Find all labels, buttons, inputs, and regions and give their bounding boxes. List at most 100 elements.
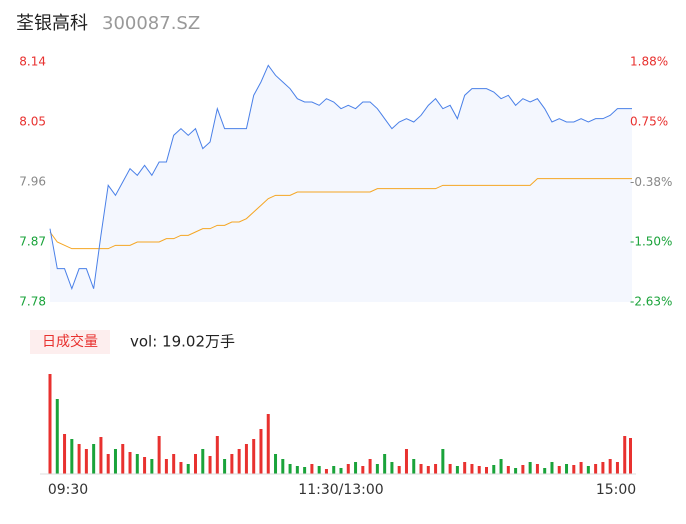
volume-bar: [339, 468, 343, 474]
volume-bar: [48, 374, 52, 474]
volume-bar: [143, 457, 147, 474]
y2-tick-label: 1.88%: [630, 55, 668, 69]
volume-bar: [383, 454, 387, 474]
volume-bar: [208, 456, 212, 474]
volume-bar: [499, 459, 503, 474]
volume-bar: [434, 464, 438, 474]
price-area: [50, 65, 632, 302]
volume-bar: [295, 466, 299, 474]
volume-bar: [164, 459, 168, 474]
volume-bar: [390, 462, 394, 474]
y-tick-label: 7.78: [19, 295, 46, 309]
volume-bar: [463, 462, 467, 474]
volume-bar: [186, 464, 190, 474]
y-tick-label: 8.14: [19, 55, 46, 69]
volume-bar: [477, 466, 481, 474]
volume-bar: [135, 454, 139, 474]
volume-bar: [521, 465, 525, 474]
volume-bar: [565, 464, 569, 474]
volume-bar: [310, 464, 314, 474]
volume-bar: [84, 449, 88, 474]
volume-bar: [404, 449, 408, 474]
volume-bar: [506, 466, 510, 474]
volume-bar: [455, 466, 459, 474]
y2-tick-label: 0.75%: [630, 115, 668, 129]
volume-bar: [557, 466, 561, 474]
volume-bar: [324, 469, 328, 474]
y2-tick-label: -2.63%: [630, 295, 672, 309]
volume-bar: [412, 459, 416, 474]
volume-bar: [274, 454, 278, 474]
volume-bar: [150, 459, 154, 474]
volume-bar: [55, 399, 59, 474]
volume-bar: [346, 464, 350, 474]
volume-bar: [172, 454, 176, 474]
volume-bar: [121, 444, 125, 474]
series-line: [49, 178, 632, 250]
x-tick-label: 15:00: [596, 482, 636, 498]
volume-bar: [514, 468, 518, 474]
x-tick-label: 09:30: [48, 482, 88, 498]
volume-bar: [303, 467, 307, 474]
volume-bar: [201, 449, 205, 474]
volume-bar: [179, 462, 183, 474]
volume-bar: [106, 454, 110, 474]
volume-bar: [426, 466, 430, 474]
volume-bar: [332, 466, 336, 474]
volume-bar: [244, 444, 248, 474]
volume-bar: [623, 436, 627, 474]
volume-bar: [99, 437, 103, 474]
volume-bar: [288, 464, 292, 474]
volume-bar: [77, 444, 81, 474]
volume-bar: [608, 459, 612, 474]
volume-bar: [63, 434, 67, 474]
volume-bar: [215, 436, 219, 474]
volume-bar: [266, 414, 270, 474]
volume-bar: [317, 466, 321, 474]
volume-bar: [281, 459, 285, 474]
volume-bar: [230, 454, 234, 474]
volume-bar: [70, 439, 74, 474]
volume-bar: [441, 449, 445, 474]
volume-bar: [375, 464, 379, 474]
volume-bar: [113, 449, 117, 474]
volume-bar: [615, 462, 619, 474]
x-tick-label: 11:30/13:00: [298, 482, 383, 498]
volume-bar: [535, 464, 539, 474]
volume-annotation: vol: 19.02万手: [130, 333, 235, 351]
volume-bar: [579, 462, 583, 474]
volume-bar: [543, 468, 547, 474]
volume-bar: [470, 464, 474, 474]
y2-tick-label: -1.50%: [630, 234, 672, 248]
volume-bar: [237, 449, 241, 474]
volume-bar: [259, 429, 263, 474]
y-tick-label: 7.87: [19, 235, 46, 249]
volume-bar: [586, 466, 590, 474]
volume-bar: [572, 465, 576, 474]
volume-bar: [397, 466, 401, 474]
volume-bar: [601, 462, 605, 474]
series-line: [49, 64, 632, 291]
volume-bar: [252, 439, 256, 474]
volume-bar: [485, 467, 488, 474]
volume-bar: [419, 464, 423, 474]
volume-bar: [223, 459, 227, 474]
volume-bar: [528, 462, 532, 474]
chart-title: 荃银高科: [16, 13, 88, 34]
volume-bar: [361, 466, 365, 474]
y-tick-label: 8.05: [19, 115, 46, 129]
y2-tick-label: -0.38%: [630, 175, 672, 189]
volume-bar: [448, 464, 452, 474]
volume-bar: [629, 438, 632, 474]
volume-bar: [492, 465, 496, 474]
volume-bar: [128, 452, 132, 474]
volume-bar: [354, 462, 358, 474]
volume-bar: [550, 462, 554, 474]
y-tick-label: 7.96: [19, 175, 46, 189]
volume-label: 日成交量: [42, 333, 98, 350]
chart-subtitle: 300087.SZ: [102, 13, 200, 34]
volume-bar: [594, 464, 598, 474]
volume-label-box: [30, 330, 110, 354]
volume-bar: [194, 454, 197, 474]
